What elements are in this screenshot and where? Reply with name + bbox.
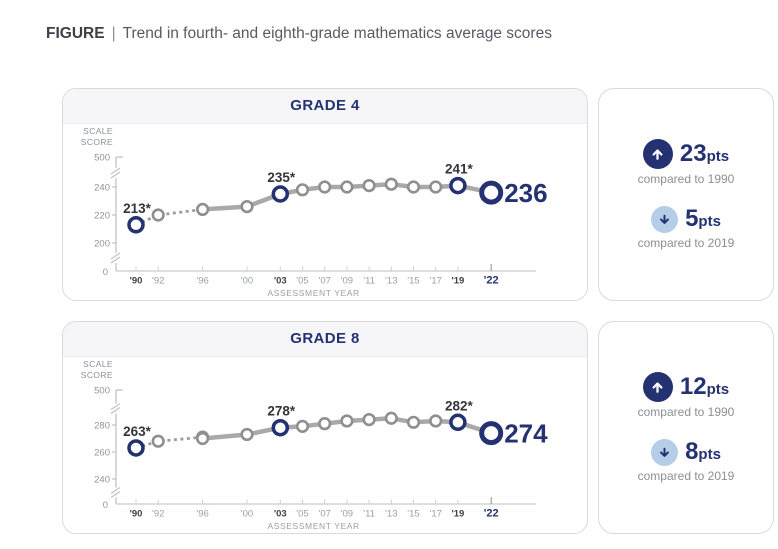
svg-text:'05: '05 [296, 509, 308, 520]
svg-text:'03: '03 [274, 509, 287, 520]
grade8-chart-card: GRADE 8 SCALE SCORE 500 280 260 240 0 '90 '92 '96… [62, 321, 588, 534]
svg-text:SCALE: SCALE [83, 126, 113, 136]
figure-page: FIGURE | Trend in fourth- and eighth-grade… [46, 24, 778, 534]
svg-text:263*: 263* [123, 424, 152, 439]
stat-caption: compared to 1990 [637, 172, 735, 186]
stat-value: 5pts [685, 205, 721, 232]
svg-text:'96: '96 [196, 509, 208, 520]
grade4-card-header: GRADE 4 [63, 89, 587, 124]
svg-text:'96: '96 [196, 276, 208, 287]
arrow-down-circle-icon [651, 438, 679, 466]
grade8-stat-down: 8pts compared to 2019 [638, 438, 735, 483]
figure-title-text: Trend in fourth- and eighth-grade mathem… [122, 25, 552, 42]
svg-text:200: 200 [94, 239, 110, 250]
svg-text:ASSESSMENT YEAR: ASSESSMENT YEAR [267, 288, 359, 298]
svg-text:'11: '11 [363, 509, 375, 520]
svg-text:'11: '11 [363, 276, 375, 287]
svg-text:'15: '15 [407, 509, 419, 520]
svg-text:'05: '05 [296, 276, 308, 287]
svg-text:278*: 278* [267, 404, 296, 419]
grade8-row: GRADE 8 SCALE SCORE 500 280 260 240 0 '90 '92 '96… [62, 321, 778, 534]
svg-text:'17: '17 [430, 509, 442, 520]
svg-text:282*: 282* [445, 398, 474, 413]
svg-text:'13: '13 [385, 509, 397, 520]
svg-text:'07: '07 [319, 276, 331, 287]
svg-text:0: 0 [103, 500, 108, 511]
figure-title-prefix: FIGURE [46, 25, 105, 42]
grade8-stats-panel: 12pts compared to 1990 8pts compared to … [598, 321, 774, 534]
grade8-card-header: GRADE 8 [63, 322, 587, 357]
grade4-stat-down: 5pts compared to 2019 [638, 205, 735, 250]
svg-text:241*: 241* [445, 162, 474, 177]
svg-text:SCALE: SCALE [83, 359, 113, 369]
svg-text:'22: '22 [484, 508, 499, 520]
figure-title-separator: | [111, 25, 116, 42]
svg-text:'90: '90 [130, 276, 143, 287]
svg-text:236: 236 [504, 178, 547, 208]
svg-text:'00: '00 [241, 509, 253, 520]
svg-text:'09: '09 [341, 509, 353, 520]
grade4-row: GRADE 4 SCALE SCORE 500 240 220 200 0 '90 '92 '96… [62, 88, 778, 301]
figure-title: FIGURE | Trend in fourth- and eighth-grade… [46, 24, 778, 44]
svg-text:ASSESSMENT YEAR: ASSESSMENT YEAR [267, 521, 359, 531]
svg-text:235*: 235* [267, 170, 296, 185]
svg-text:274: 274 [504, 419, 548, 449]
svg-text:'19: '19 [451, 276, 464, 287]
svg-text:213*: 213* [123, 201, 152, 216]
svg-text:'15: '15 [407, 276, 419, 287]
arrow-up-circle-icon [642, 372, 673, 402]
svg-text:500: 500 [94, 386, 110, 397]
svg-text:500: 500 [94, 153, 110, 164]
svg-text:'13: '13 [385, 276, 397, 287]
grade8-title: GRADE 8 [290, 330, 360, 347]
svg-text:'92: '92 [152, 509, 164, 520]
grade8-stat-up: 12pts compared to 1990 [637, 372, 735, 419]
svg-text:'19: '19 [451, 509, 464, 520]
stat-value: 8pts [685, 438, 721, 465]
svg-text:280: 280 [94, 421, 110, 432]
svg-text:240: 240 [94, 183, 110, 194]
svg-text:'03: '03 [274, 276, 287, 287]
svg-text:'22: '22 [484, 275, 499, 287]
grade4-chart-card: GRADE 4 SCALE SCORE 500 240 220 200 0 '90 '92 '96… [62, 88, 588, 301]
svg-text:220: 220 [94, 211, 110, 222]
stat-value: 23pts [679, 140, 730, 167]
svg-text:'90: '90 [130, 509, 143, 520]
arrow-down-circle-icon [651, 205, 679, 233]
svg-text:0: 0 [103, 267, 108, 278]
svg-text:'92: '92 [152, 276, 164, 287]
stat-caption: compared to 2019 [637, 236, 735, 250]
arrow-up-circle-icon [642, 139, 673, 169]
stat-caption: compared to 2019 [637, 469, 735, 483]
svg-text:'09: '09 [341, 276, 353, 287]
svg-text:SCORE: SCORE [81, 137, 113, 147]
stat-caption: compared to 1990 [637, 405, 735, 419]
grade4-stats-panel: 23pts compared to 1990 5pts compared to … [598, 88, 774, 301]
stat-value: 12pts [679, 373, 730, 400]
svg-text:'07: '07 [319, 509, 331, 520]
svg-text:260: 260 [94, 448, 110, 459]
svg-text:SCORE: SCORE [81, 370, 113, 380]
grade4-title: GRADE 4 [290, 97, 360, 114]
grade4-stat-up: 23pts compared to 1990 [637, 139, 735, 186]
svg-text:240: 240 [94, 475, 110, 486]
svg-text:'00: '00 [241, 276, 253, 287]
svg-text:'17: '17 [430, 276, 442, 287]
